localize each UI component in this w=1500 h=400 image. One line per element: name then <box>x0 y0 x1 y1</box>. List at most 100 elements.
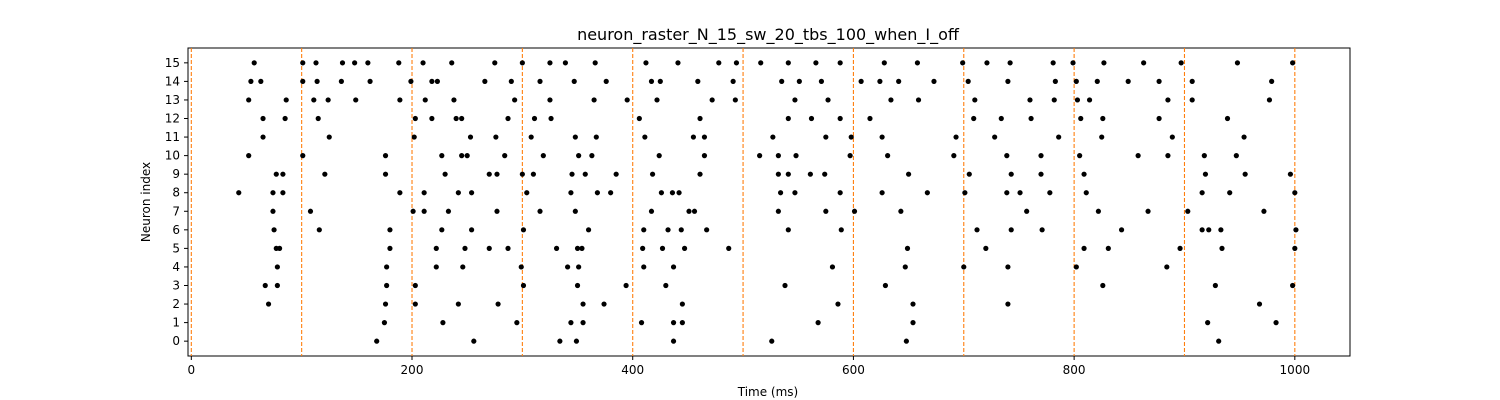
y-tick-label: 5 <box>172 241 180 255</box>
spike-point <box>382 153 389 159</box>
spike-point <box>1218 227 1224 233</box>
spike-point <box>519 171 525 177</box>
y-tick-label: 6 <box>172 223 180 237</box>
spike-point <box>1292 245 1298 251</box>
spike-point <box>1287 171 1294 177</box>
spike-point <box>701 134 708 140</box>
spike-point <box>274 264 280 270</box>
spike-point <box>445 208 452 214</box>
spike-point <box>568 320 574 326</box>
spike-point <box>270 208 276 214</box>
spike-point <box>1233 153 1239 159</box>
spike-point <box>411 134 417 140</box>
spike-point <box>966 171 972 177</box>
spike-point <box>439 227 445 233</box>
spike-point <box>905 171 912 177</box>
spike-point <box>1083 190 1089 196</box>
spike-point <box>1202 171 1209 177</box>
spike-point <box>1145 208 1151 214</box>
spike-point <box>537 78 543 84</box>
spike-point <box>998 115 1004 122</box>
spike-point <box>429 115 435 122</box>
spike-point <box>1234 60 1241 66</box>
spike-point <box>1165 153 1171 159</box>
spike-point <box>1269 78 1275 84</box>
spike-point <box>307 208 314 214</box>
x-tick-label: 1000 <box>1280 363 1311 377</box>
spike-point <box>467 134 474 140</box>
spike-point <box>793 153 799 159</box>
spike-point <box>365 60 371 66</box>
spike-point <box>462 245 468 251</box>
spike-point <box>486 171 492 177</box>
spike-point <box>1135 153 1141 159</box>
spike-point <box>246 97 252 103</box>
spike-point <box>770 134 776 140</box>
spike-point <box>1189 97 1195 103</box>
spike-point <box>640 245 646 251</box>
spike-point <box>896 78 902 84</box>
spike-point <box>1038 171 1044 177</box>
spike-point <box>815 320 821 326</box>
spike-point <box>1005 264 1011 270</box>
spike-point <box>300 60 306 66</box>
spike-point <box>825 97 831 103</box>
spike-point <box>1027 97 1033 103</box>
spike-point <box>931 78 937 84</box>
spike-point <box>434 78 440 84</box>
spike-point <box>574 282 581 289</box>
spike-point <box>648 208 655 214</box>
spike-point <box>429 78 435 84</box>
spike-point <box>520 282 527 289</box>
spike-point <box>641 264 647 270</box>
x-tick-label: 800 <box>1063 363 1086 377</box>
spike-point <box>1219 245 1225 251</box>
spike-point <box>1216 338 1222 344</box>
spike-point <box>818 78 825 84</box>
vertical-reference-lines <box>190 48 1296 356</box>
spike-point <box>638 320 645 326</box>
spike-point <box>580 320 586 326</box>
y-tick-label: 12 <box>165 112 180 126</box>
spike-point <box>914 60 921 66</box>
spike-point <box>658 190 665 196</box>
spike-point <box>665 227 671 233</box>
spike-point <box>251 60 257 66</box>
spike-point <box>960 60 966 66</box>
spike-point <box>971 115 977 122</box>
spike-point <box>1199 190 1205 196</box>
spike-point <box>494 171 500 177</box>
spike-point <box>888 97 894 103</box>
spike-point <box>623 282 629 289</box>
spike-point <box>879 190 885 196</box>
spike-point <box>1028 115 1034 122</box>
spike-point <box>1241 134 1247 140</box>
spike-point <box>492 60 498 66</box>
spike-point <box>1293 227 1299 233</box>
spike-point <box>1141 60 1147 66</box>
spike-point <box>1292 190 1298 196</box>
spike-point <box>1205 320 1211 326</box>
spike-point <box>775 153 781 159</box>
spike-point <box>1177 245 1183 251</box>
spike-point <box>276 245 283 251</box>
spike-point <box>408 78 414 84</box>
spike-point <box>315 115 321 122</box>
spike-point <box>537 208 543 214</box>
spike-point <box>1074 97 1081 103</box>
spike-point <box>433 264 439 270</box>
spike-point <box>384 264 390 270</box>
spike-point <box>785 115 791 122</box>
spike-point <box>904 245 911 251</box>
spike-point <box>678 227 684 233</box>
spike-point <box>877 78 883 84</box>
spike-point <box>679 320 685 326</box>
spike-point <box>576 153 582 159</box>
spike-point <box>326 134 332 140</box>
spike-point <box>547 97 553 103</box>
spike-point <box>1052 78 1058 84</box>
spike-point <box>882 282 889 289</box>
x-tick-label: 400 <box>621 363 644 377</box>
